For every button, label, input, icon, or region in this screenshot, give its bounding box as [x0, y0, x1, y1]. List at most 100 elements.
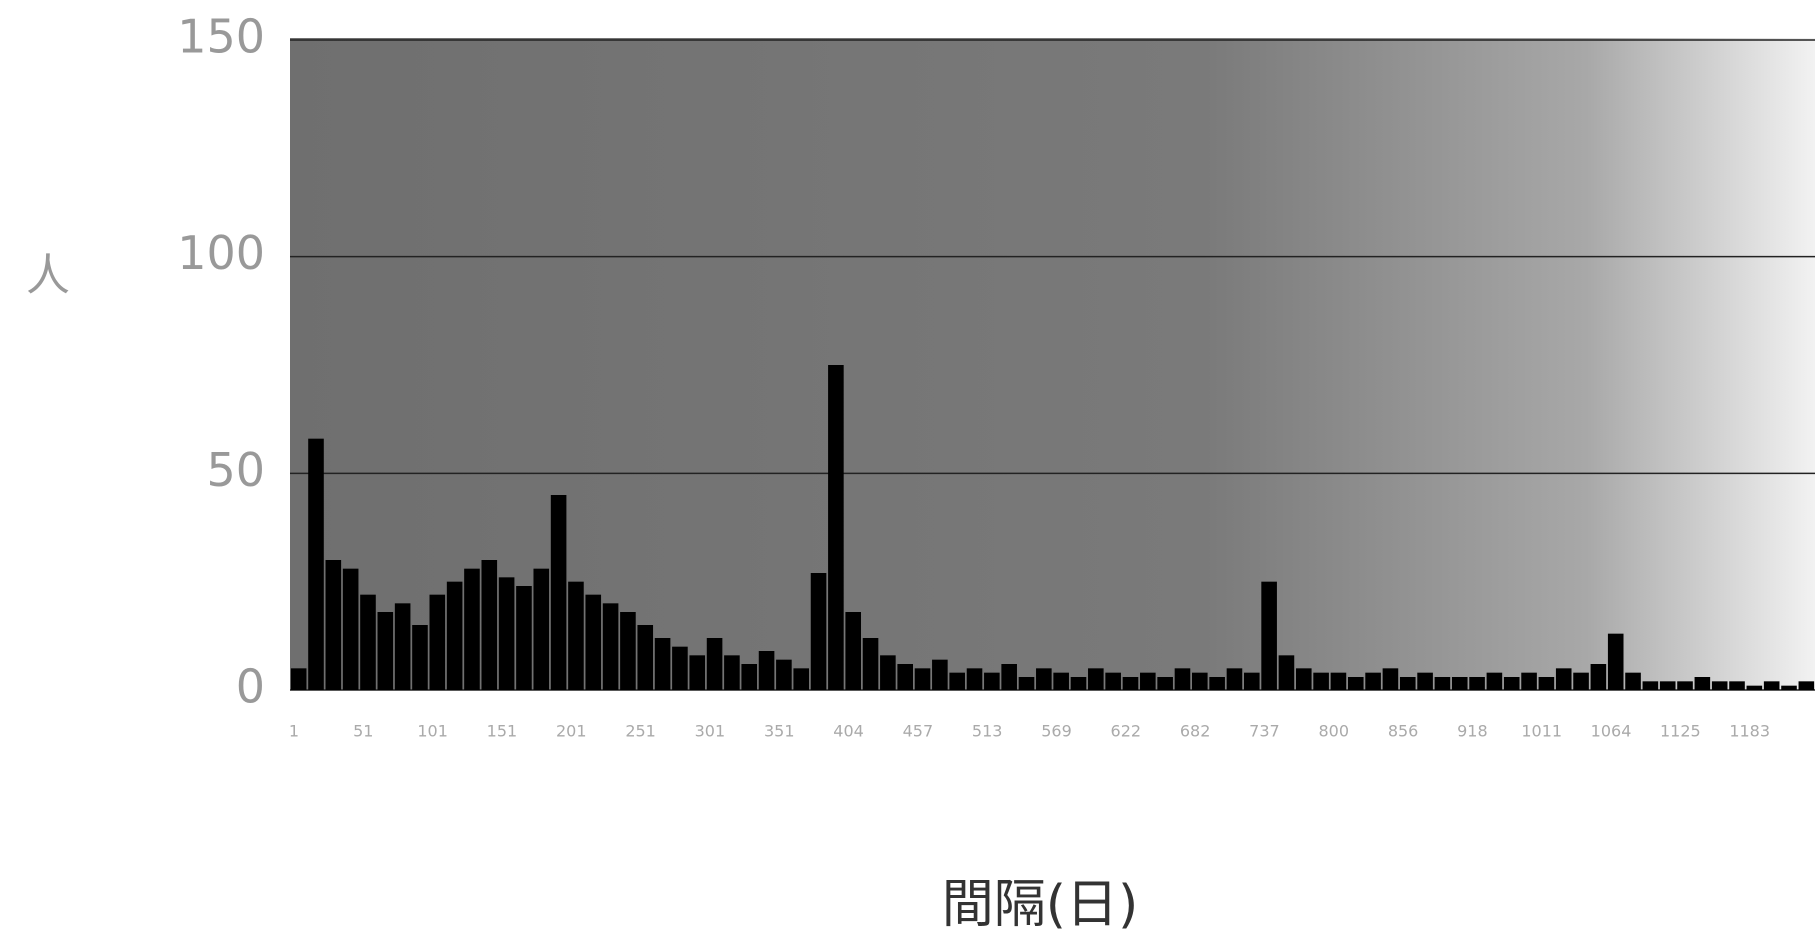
bar [1521, 672, 1537, 690]
bar [1451, 677, 1468, 690]
bar [1763, 681, 1780, 690]
bar [290, 668, 307, 690]
bar [1122, 677, 1139, 690]
x-tick-label: 404 [833, 722, 864, 741]
bar [1105, 672, 1121, 690]
bar [308, 438, 324, 690]
bar [1659, 681, 1676, 690]
bar [1347, 677, 1364, 690]
bar [446, 581, 463, 690]
bar [1313, 672, 1329, 690]
bar [862, 638, 879, 690]
x-tick-label: 1 [289, 722, 299, 741]
bar [1434, 677, 1451, 690]
bar [498, 577, 515, 690]
bar [412, 625, 428, 690]
x-tick-label: 151 [487, 722, 518, 741]
bar [966, 668, 983, 690]
bar [1226, 668, 1243, 690]
x-tick-label: 457 [903, 722, 934, 741]
bar [776, 659, 792, 690]
bar [377, 612, 394, 690]
bar [1677, 681, 1693, 690]
bar [464, 568, 480, 690]
x-tick-label: 622 [1111, 722, 1142, 741]
bar [620, 612, 636, 690]
x-tick-label: 856 [1388, 722, 1419, 741]
y-tick-label: 100 [177, 226, 265, 280]
bar [550, 495, 567, 690]
bar [1278, 655, 1295, 690]
y-tick-label: 150 [177, 10, 265, 64]
bar [1417, 672, 1433, 690]
x-tick-label: 201 [556, 722, 587, 741]
x-tick-label: 1183 [1729, 722, 1770, 741]
bar [1573, 672, 1589, 690]
bar [1261, 581, 1277, 690]
bar [914, 668, 931, 690]
bar [1018, 677, 1035, 690]
bar [1174, 668, 1191, 690]
bar [585, 594, 602, 690]
x-tick-label: 51 [353, 722, 373, 741]
x-tick-label: 101 [417, 722, 448, 741]
bar [1243, 672, 1260, 690]
bar [1781, 685, 1797, 690]
x-tick-label: 800 [1318, 722, 1349, 741]
bar [1070, 677, 1087, 690]
x-tick-label: 918 [1457, 722, 1488, 741]
bar [1469, 677, 1485, 690]
bar [1192, 672, 1208, 690]
bar [689, 655, 706, 690]
bar [1157, 677, 1173, 690]
bar [810, 573, 827, 690]
bar [1330, 672, 1347, 690]
bar [1694, 677, 1711, 690]
bar [828, 365, 844, 690]
bar [845, 612, 862, 690]
bar [897, 664, 913, 690]
x-tick-label: 1125 [1660, 722, 1701, 741]
bar [1746, 685, 1763, 690]
bar [706, 638, 723, 690]
bar [949, 672, 965, 690]
bar [602, 603, 619, 690]
bar [1711, 681, 1728, 690]
y-tick-label: 50 [206, 443, 265, 497]
x-tick-label: 351 [764, 722, 795, 741]
bar [429, 594, 446, 690]
bar [1503, 677, 1520, 690]
bar [1538, 677, 1555, 690]
bar [1001, 664, 1017, 690]
bar [758, 651, 775, 690]
bar [1642, 681, 1659, 690]
bar [1555, 668, 1572, 690]
bar [1036, 668, 1052, 690]
x-tick-label: 1011 [1521, 722, 1562, 741]
bar [1625, 672, 1641, 690]
bar [1590, 664, 1607, 690]
bar [1798, 681, 1815, 690]
bar [932, 659, 948, 690]
bar [1209, 677, 1225, 690]
bar [672, 646, 688, 690]
bar [533, 568, 550, 690]
bar [516, 586, 532, 690]
bar [984, 672, 1000, 690]
x-tick-label: 251 [625, 722, 656, 741]
x-tick-label: 737 [1249, 722, 1280, 741]
bar [1053, 672, 1069, 690]
bar [360, 594, 376, 690]
bar [1140, 672, 1156, 690]
y-axis-label: 人 [26, 250, 70, 301]
bar [342, 568, 359, 690]
bar [1486, 672, 1503, 690]
bar [325, 560, 342, 690]
bar [1399, 677, 1416, 690]
bar [481, 560, 498, 690]
bar [793, 668, 810, 690]
bar [741, 664, 758, 690]
bar [568, 581, 584, 690]
x-tick-label: 682 [1180, 722, 1211, 741]
